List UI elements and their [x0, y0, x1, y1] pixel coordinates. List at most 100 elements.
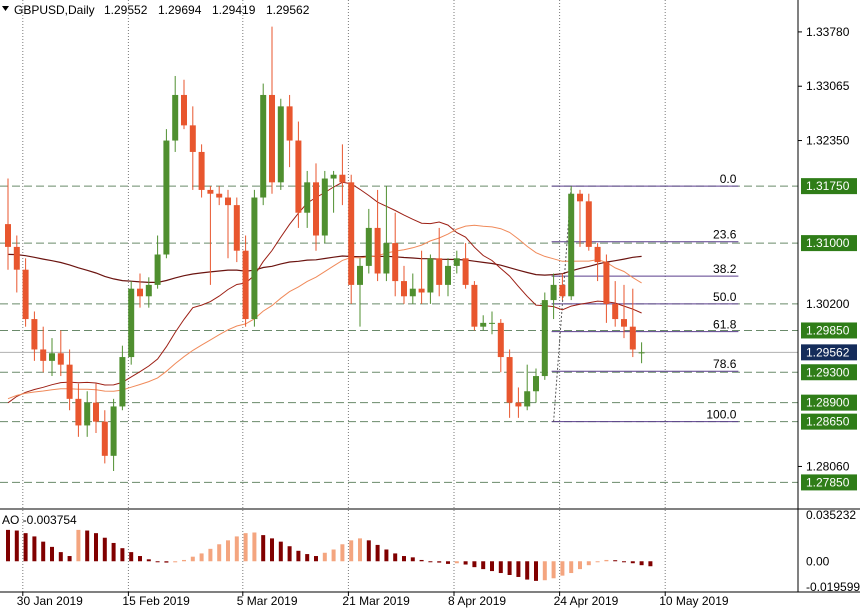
price-label-box [801, 235, 857, 252]
ao-bar-36 [393, 553, 398, 562]
price-labels: 1.31750 1.31000 1.30200 1.29850 1.29562 1.293… [801, 178, 857, 491]
candle-body [84, 402, 91, 426]
candle-body [418, 288, 425, 293]
candle-10 [93, 383, 99, 434]
candle-60 [533, 368, 539, 403]
candle-57 [506, 349, 513, 418]
price-label-4: 1.29562 [801, 344, 857, 361]
ao-bar-17 [226, 540, 230, 562]
price-label-text: 1.28650 [806, 415, 850, 429]
candle-body [207, 189, 214, 194]
ao-bar-38 [410, 557, 415, 562]
ao-bar-6 [129, 552, 134, 562]
candle-3 [31, 311, 38, 361]
candle-body [612, 303, 619, 320]
ao-bar-51 [525, 561, 530, 580]
price-label-text: 1.29562 [806, 345, 850, 359]
candle-body [436, 258, 443, 285]
candle-70 [621, 284, 627, 339]
candle-50 [445, 258, 451, 297]
fibonacci-retracement: 0.0 23.6 38.2 50.0 61.8 78.6 100.0 [551, 172, 739, 423]
horizontal-levels [0, 185, 798, 483]
price-label-5: 1.29300 [801, 364, 857, 381]
candle-27 [242, 235, 249, 327]
candle-22 [198, 144, 205, 198]
candle-body [629, 326, 636, 350]
ao-bar-29 [331, 549, 336, 562]
candle-body [603, 262, 610, 304]
ao-bar-33 [366, 540, 371, 562]
candle-body [462, 258, 469, 285]
price-label-0: 1.31750 [801, 178, 857, 195]
candle-67 [594, 243, 601, 282]
ao-bar-11 [173, 561, 178, 563]
y-tick-label-2: 1.32350 [806, 134, 850, 148]
candle-30 [269, 26, 275, 194]
ao-bar-21 [261, 535, 266, 562]
candle-body [181, 94, 187, 126]
candle-12 [110, 398, 117, 472]
candle-body [172, 94, 179, 141]
candle-body [541, 300, 548, 377]
candle-25 [225, 189, 231, 259]
candle-33 [295, 121, 302, 228]
candle-18 [163, 129, 170, 259]
candle-54 [480, 315, 487, 331]
candle-body [242, 250, 249, 320]
ao-tick-label-2: -0.019599 [806, 580, 860, 594]
price-label-box [801, 413, 857, 430]
y-tick-label-3: 1.28060 [806, 459, 850, 473]
candle-body [533, 376, 539, 392]
candle-body [101, 421, 108, 456]
ao-lead-bar-5 [50, 546, 54, 562]
candle-body [145, 284, 152, 297]
ao-bar-45 [472, 561, 477, 568]
ma-slow-line [7, 253, 642, 283]
candle-28 [251, 189, 258, 327]
ao-bar-57 [578, 561, 582, 570]
ao-bar-10 [164, 561, 169, 563]
candle-40 [357, 258, 363, 327]
candle-body [559, 284, 566, 297]
candle-14 [128, 281, 135, 365]
candle-body [621, 319, 627, 327]
header-close: 1.29562 [266, 3, 310, 17]
header-open: 1.29552 [104, 3, 148, 17]
candle-body [225, 197, 231, 206]
price-label-text: 1.27850 [806, 475, 850, 489]
candle-36 [321, 170, 328, 244]
candle-19 [172, 75, 179, 152]
candle-11 [101, 410, 108, 464]
price-label-8: 1.27850 [801, 474, 857, 491]
x-tick-label-5: 24 Apr 2019 [554, 594, 619, 608]
candle-body [286, 106, 293, 141]
fib-label-0: 0.0 [720, 172, 737, 186]
candle-61 [541, 292, 548, 380]
candle-body [304, 182, 311, 213]
ao-bar-58 [586, 561, 591, 566]
candle-41 [365, 208, 372, 274]
fib-label-2: 38.2 [713, 262, 737, 276]
candle-body [568, 193, 575, 297]
ao-tick-label-1: 0.00 [806, 554, 830, 568]
ao-bar-34 [375, 544, 380, 562]
candle-body [313, 182, 319, 236]
candle-body [383, 243, 390, 274]
ao-bar-42 [446, 561, 450, 564]
candle-1 [13, 235, 20, 293]
header-symbol: GBPUSD,Daily [14, 3, 95, 17]
candle-42 [374, 189, 381, 282]
ao-bar-27 [314, 556, 318, 562]
ao-bar-19 [243, 533, 248, 562]
candle-body [75, 398, 82, 426]
candle-body [277, 106, 284, 183]
x-tick-label-2: 5 Mar 2019 [237, 594, 298, 608]
candle-29 [260, 83, 267, 206]
candle-53 [471, 281, 478, 331]
ao-bar-4 [111, 542, 116, 562]
ao-lead-bar-6 [58, 552, 63, 562]
ao-bar-60 [604, 559, 609, 562]
candle-7 [66, 349, 73, 411]
price-label-box [801, 364, 857, 381]
